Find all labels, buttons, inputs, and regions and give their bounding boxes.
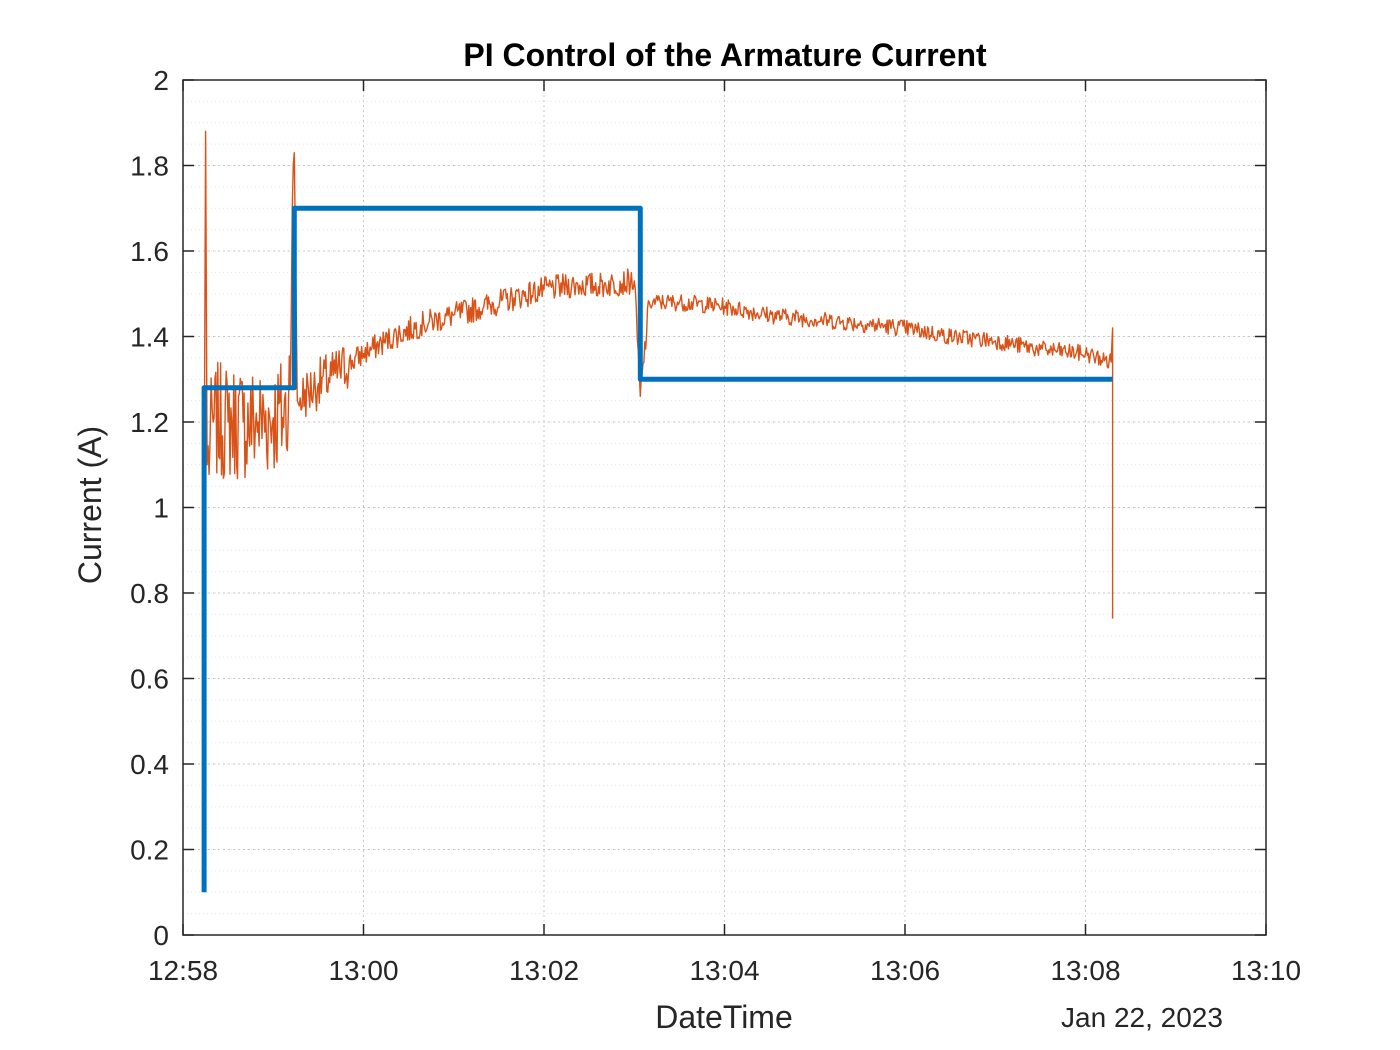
y-tick-label: 0.2 xyxy=(130,835,169,866)
y-tick-label: 1.4 xyxy=(130,322,169,353)
y-tick-label: 1.8 xyxy=(130,151,169,182)
y-tick-label: 0.8 xyxy=(130,578,169,609)
series-line-measured xyxy=(203,130,1114,619)
series-line-reference xyxy=(201,205,1113,893)
tick-labels: 0 0.2 0.4 0.6 0.8 1 1.2 1.4 1.6 1.8 2 12:58 13:00 13:… xyxy=(130,65,1301,986)
y-tick-label: 1.6 xyxy=(130,236,169,267)
chart-title: PI Control of the Armature Current xyxy=(463,37,987,73)
x-tick-label: 13:04 xyxy=(689,955,759,986)
x-axis-label: DateTime xyxy=(655,999,793,1035)
y-tick-label: 1.2 xyxy=(130,407,169,438)
series-group xyxy=(201,130,1114,893)
ticks xyxy=(182,79,1267,936)
x-axis-date-label: Jan 22, 2023 xyxy=(1061,1002,1223,1033)
y-tick-label: 1 xyxy=(153,493,169,524)
y-axis-label: Current (A) xyxy=(72,426,108,584)
x-tick-label: 13:06 xyxy=(870,955,940,986)
x-tick-label: 13:02 xyxy=(509,955,579,986)
x-tick-label: 13:10 xyxy=(1231,955,1301,986)
x-tick-label: 13:08 xyxy=(1050,955,1120,986)
y-tick-label: 0 xyxy=(153,920,169,951)
y-tick-label: 0.6 xyxy=(130,664,169,695)
y-tick-label: 0.4 xyxy=(130,749,169,780)
grid xyxy=(182,79,1267,936)
x-tick-label: 13:00 xyxy=(328,955,398,986)
x-tick-label: 12:58 xyxy=(148,955,218,986)
y-tick-label: 2 xyxy=(153,65,169,96)
